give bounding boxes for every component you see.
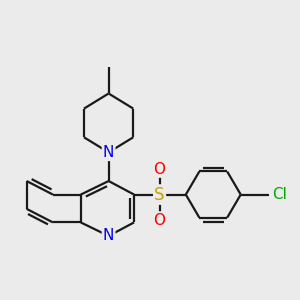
- Text: O: O: [154, 212, 166, 227]
- Text: N: N: [103, 228, 114, 243]
- Text: N: N: [103, 145, 114, 160]
- Text: Cl: Cl: [273, 187, 287, 202]
- Text: S: S: [154, 186, 165, 204]
- Text: O: O: [154, 162, 166, 177]
